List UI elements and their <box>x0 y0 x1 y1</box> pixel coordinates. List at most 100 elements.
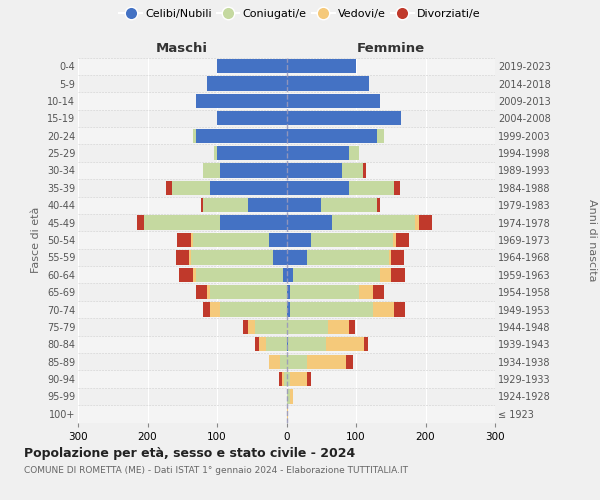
Bar <box>210 302 220 316</box>
Bar <box>78 196 495 214</box>
Bar <box>349 180 394 195</box>
Bar <box>307 372 311 386</box>
Bar <box>290 285 359 300</box>
Bar <box>220 302 287 316</box>
Bar <box>78 336 495 353</box>
Bar <box>78 92 495 110</box>
Bar <box>287 94 380 108</box>
Bar <box>307 250 389 264</box>
Bar <box>214 146 217 160</box>
Bar <box>287 337 288 351</box>
Bar <box>188 250 191 264</box>
Y-axis label: Fasce di età: Fasce di età <box>31 207 41 273</box>
Bar <box>389 250 391 264</box>
Bar <box>287 216 332 230</box>
Bar <box>201 198 203 212</box>
Bar <box>380 268 391 282</box>
Bar <box>203 302 210 316</box>
Bar <box>394 302 404 316</box>
Bar <box>287 302 290 316</box>
Bar <box>284 372 287 386</box>
Bar <box>78 58 495 75</box>
Bar <box>328 320 349 334</box>
Bar <box>287 128 377 143</box>
Bar <box>144 216 220 230</box>
Bar <box>203 198 248 212</box>
Bar <box>377 128 384 143</box>
Bar <box>255 320 287 334</box>
Bar <box>220 164 287 177</box>
Bar <box>272 250 287 264</box>
Bar <box>287 372 290 386</box>
Bar <box>259 337 266 351</box>
Bar <box>287 268 293 282</box>
Bar <box>176 233 191 247</box>
Bar <box>346 354 353 369</box>
Bar <box>203 164 220 177</box>
Bar <box>287 180 349 195</box>
Bar <box>326 337 364 351</box>
Bar <box>307 354 346 369</box>
Text: COMUNE DI ROMETTA (ME) - Dati ISTAT 1° gennaio 2024 - Elaborazione TUTTITALIA.IT: COMUNE DI ROMETTA (ME) - Dati ISTAT 1° g… <box>24 466 408 475</box>
Bar <box>311 233 393 247</box>
Text: Anni di nascita: Anni di nascita <box>587 198 597 281</box>
Bar <box>397 233 409 247</box>
Bar <box>373 302 394 316</box>
Bar <box>287 285 290 300</box>
Bar <box>349 320 355 334</box>
Bar <box>393 233 397 247</box>
Bar <box>243 320 248 334</box>
Bar <box>78 301 495 318</box>
Bar <box>196 94 287 108</box>
Bar <box>287 59 356 74</box>
Bar <box>283 268 287 282</box>
Bar <box>206 285 210 300</box>
Bar <box>419 216 433 230</box>
Bar <box>377 198 380 212</box>
Bar <box>193 233 269 247</box>
Bar <box>287 320 328 334</box>
Bar <box>332 216 415 230</box>
Bar <box>78 162 495 179</box>
Bar <box>193 128 196 143</box>
Bar <box>290 372 307 386</box>
Bar <box>269 233 287 247</box>
Bar <box>288 337 326 351</box>
Bar <box>78 405 495 422</box>
Bar <box>342 164 363 177</box>
Bar <box>290 390 293 404</box>
Bar <box>363 164 367 177</box>
Bar <box>287 233 311 247</box>
Bar <box>196 285 206 300</box>
Bar <box>280 354 287 369</box>
Bar <box>191 233 193 247</box>
Bar <box>266 337 287 351</box>
Bar <box>287 146 349 160</box>
Bar <box>391 268 404 282</box>
Bar <box>196 268 283 282</box>
Bar <box>287 390 290 404</box>
Bar <box>172 180 210 195</box>
Bar <box>78 232 495 248</box>
Text: Popolazione per età, sesso e stato civile - 2024: Popolazione per età, sesso e stato civil… <box>24 448 355 460</box>
Bar <box>196 128 287 143</box>
Bar <box>391 250 404 264</box>
Bar <box>217 146 287 160</box>
Bar <box>415 216 419 230</box>
Bar <box>287 198 321 212</box>
Bar <box>137 216 144 230</box>
Bar <box>364 337 368 351</box>
Bar <box>78 127 495 144</box>
Bar <box>179 268 193 282</box>
Bar <box>279 372 283 386</box>
Text: Femmine: Femmine <box>356 42 425 55</box>
Bar <box>248 198 287 212</box>
Legend: Celibi/Nubili, Coniugati/e, Vedovi/e, Divorziati/e: Celibi/Nubili, Coniugati/e, Vedovi/e, Di… <box>116 6 484 22</box>
Bar <box>287 406 288 421</box>
Bar <box>191 250 272 264</box>
Bar <box>78 370 495 388</box>
Bar <box>287 164 342 177</box>
Bar <box>287 111 401 126</box>
Bar <box>176 250 188 264</box>
Bar <box>193 268 196 282</box>
